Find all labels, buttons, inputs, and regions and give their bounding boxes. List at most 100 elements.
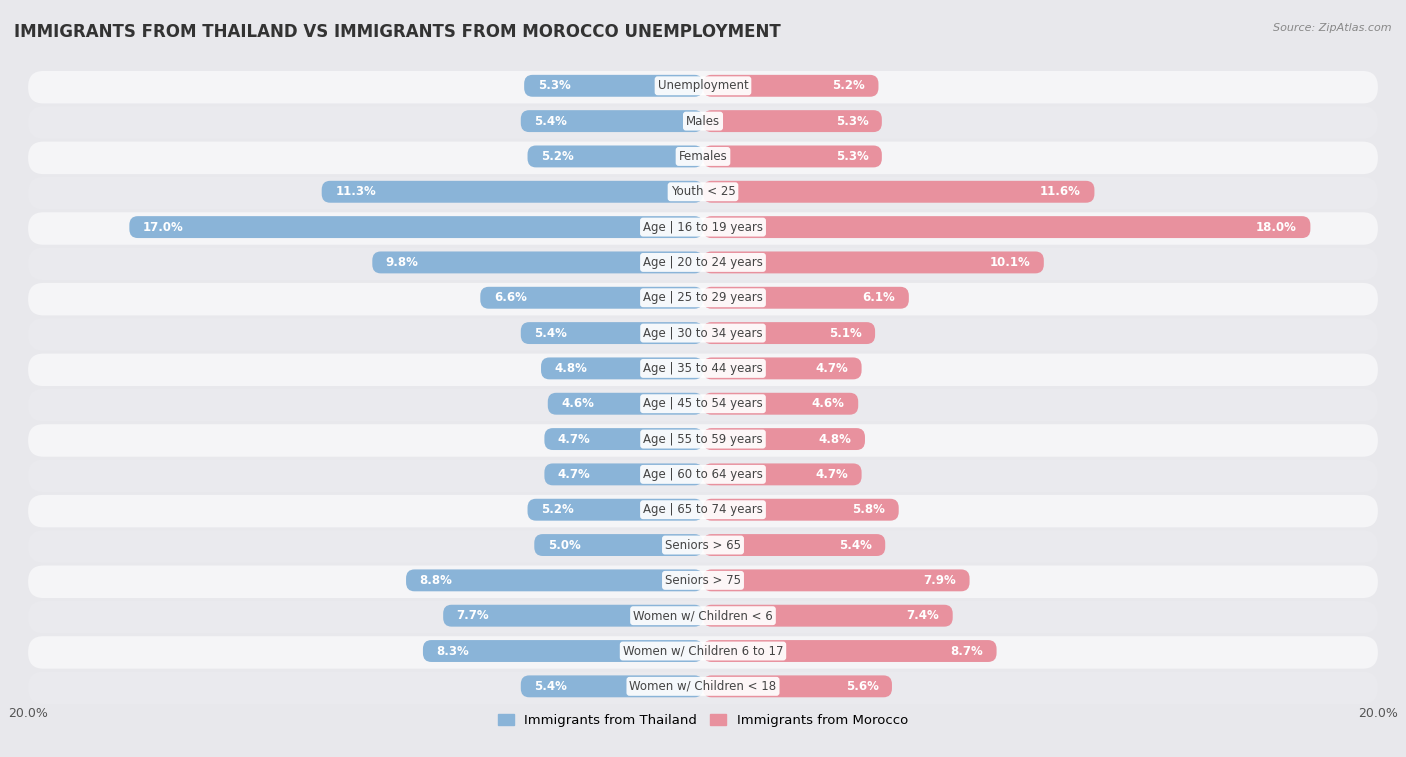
Text: 6.1%: 6.1% bbox=[863, 291, 896, 304]
FancyBboxPatch shape bbox=[28, 495, 1378, 528]
Text: 7.9%: 7.9% bbox=[924, 574, 956, 587]
Text: Age | 35 to 44 years: Age | 35 to 44 years bbox=[643, 362, 763, 375]
FancyBboxPatch shape bbox=[28, 283, 1378, 316]
FancyBboxPatch shape bbox=[28, 71, 1378, 104]
FancyBboxPatch shape bbox=[541, 357, 703, 379]
FancyBboxPatch shape bbox=[703, 534, 886, 556]
FancyBboxPatch shape bbox=[534, 534, 703, 556]
Text: 9.8%: 9.8% bbox=[385, 256, 419, 269]
Text: Unemployment: Unemployment bbox=[658, 79, 748, 92]
Text: 5.4%: 5.4% bbox=[534, 326, 567, 340]
Text: 5.2%: 5.2% bbox=[832, 79, 865, 92]
FancyBboxPatch shape bbox=[703, 569, 970, 591]
Text: 4.6%: 4.6% bbox=[561, 397, 595, 410]
Text: 8.7%: 8.7% bbox=[950, 644, 983, 658]
FancyBboxPatch shape bbox=[28, 530, 1378, 562]
FancyBboxPatch shape bbox=[28, 389, 1378, 422]
FancyBboxPatch shape bbox=[703, 111, 882, 132]
FancyBboxPatch shape bbox=[548, 393, 703, 415]
Text: IMMIGRANTS FROM THAILAND VS IMMIGRANTS FROM MOROCCO UNEMPLOYMENT: IMMIGRANTS FROM THAILAND VS IMMIGRANTS F… bbox=[14, 23, 780, 41]
Text: 7.7%: 7.7% bbox=[457, 609, 489, 622]
Text: 7.4%: 7.4% bbox=[907, 609, 939, 622]
Text: 4.7%: 4.7% bbox=[558, 432, 591, 446]
FancyBboxPatch shape bbox=[527, 499, 703, 521]
FancyBboxPatch shape bbox=[373, 251, 703, 273]
Text: Seniors > 75: Seniors > 75 bbox=[665, 574, 741, 587]
FancyBboxPatch shape bbox=[703, 251, 1043, 273]
Text: Age | 16 to 19 years: Age | 16 to 19 years bbox=[643, 220, 763, 234]
Text: Age | 65 to 74 years: Age | 65 to 74 years bbox=[643, 503, 763, 516]
FancyBboxPatch shape bbox=[129, 217, 703, 238]
FancyBboxPatch shape bbox=[28, 565, 1378, 598]
Text: 5.2%: 5.2% bbox=[541, 150, 574, 163]
Text: 5.3%: 5.3% bbox=[835, 150, 869, 163]
FancyBboxPatch shape bbox=[28, 106, 1378, 139]
FancyBboxPatch shape bbox=[28, 601, 1378, 634]
Text: Women w/ Children < 6: Women w/ Children < 6 bbox=[633, 609, 773, 622]
Text: Age | 55 to 59 years: Age | 55 to 59 years bbox=[643, 432, 763, 446]
Legend: Immigrants from Thailand, Immigrants from Morocco: Immigrants from Thailand, Immigrants fro… bbox=[492, 709, 914, 732]
Text: Women w/ Children 6 to 17: Women w/ Children 6 to 17 bbox=[623, 644, 783, 658]
Text: 4.8%: 4.8% bbox=[818, 432, 852, 446]
Text: Age | 45 to 54 years: Age | 45 to 54 years bbox=[643, 397, 763, 410]
Text: 8.3%: 8.3% bbox=[436, 644, 470, 658]
Text: 5.8%: 5.8% bbox=[852, 503, 886, 516]
FancyBboxPatch shape bbox=[703, 428, 865, 450]
Text: 4.7%: 4.7% bbox=[815, 362, 848, 375]
FancyBboxPatch shape bbox=[28, 177, 1378, 210]
FancyBboxPatch shape bbox=[28, 459, 1378, 492]
FancyBboxPatch shape bbox=[28, 671, 1378, 704]
Text: Age | 60 to 64 years: Age | 60 to 64 years bbox=[643, 468, 763, 481]
FancyBboxPatch shape bbox=[527, 145, 703, 167]
Text: Youth < 25: Youth < 25 bbox=[671, 185, 735, 198]
Text: 5.4%: 5.4% bbox=[534, 114, 567, 128]
Text: 5.0%: 5.0% bbox=[548, 538, 581, 552]
FancyBboxPatch shape bbox=[28, 212, 1378, 245]
FancyBboxPatch shape bbox=[544, 428, 703, 450]
Text: Males: Males bbox=[686, 114, 720, 128]
FancyBboxPatch shape bbox=[406, 569, 703, 591]
FancyBboxPatch shape bbox=[703, 75, 879, 97]
Text: 4.7%: 4.7% bbox=[558, 468, 591, 481]
FancyBboxPatch shape bbox=[703, 217, 1310, 238]
Text: 5.2%: 5.2% bbox=[541, 503, 574, 516]
Text: 6.6%: 6.6% bbox=[494, 291, 527, 304]
FancyBboxPatch shape bbox=[28, 636, 1378, 668]
FancyBboxPatch shape bbox=[423, 640, 703, 662]
Text: 10.1%: 10.1% bbox=[990, 256, 1031, 269]
Text: 4.6%: 4.6% bbox=[811, 397, 845, 410]
Text: Women w/ Children < 18: Women w/ Children < 18 bbox=[630, 680, 776, 693]
Text: 8.8%: 8.8% bbox=[419, 574, 453, 587]
FancyBboxPatch shape bbox=[703, 640, 997, 662]
FancyBboxPatch shape bbox=[28, 318, 1378, 350]
Text: Source: ZipAtlas.com: Source: ZipAtlas.com bbox=[1274, 23, 1392, 33]
FancyBboxPatch shape bbox=[703, 605, 953, 627]
Text: 11.3%: 11.3% bbox=[335, 185, 375, 198]
Text: 5.4%: 5.4% bbox=[534, 680, 567, 693]
FancyBboxPatch shape bbox=[520, 675, 703, 697]
Text: 4.8%: 4.8% bbox=[554, 362, 588, 375]
FancyBboxPatch shape bbox=[703, 463, 862, 485]
FancyBboxPatch shape bbox=[544, 463, 703, 485]
Text: 5.4%: 5.4% bbox=[839, 538, 872, 552]
FancyBboxPatch shape bbox=[322, 181, 703, 203]
Text: Age | 30 to 34 years: Age | 30 to 34 years bbox=[643, 326, 763, 340]
Text: 5.1%: 5.1% bbox=[830, 326, 862, 340]
Text: Age | 25 to 29 years: Age | 25 to 29 years bbox=[643, 291, 763, 304]
Text: 5.3%: 5.3% bbox=[537, 79, 571, 92]
FancyBboxPatch shape bbox=[481, 287, 703, 309]
FancyBboxPatch shape bbox=[520, 322, 703, 344]
FancyBboxPatch shape bbox=[443, 605, 703, 627]
Text: Females: Females bbox=[679, 150, 727, 163]
Text: 5.3%: 5.3% bbox=[835, 114, 869, 128]
FancyBboxPatch shape bbox=[28, 354, 1378, 386]
FancyBboxPatch shape bbox=[28, 424, 1378, 456]
Text: 17.0%: 17.0% bbox=[143, 220, 184, 234]
FancyBboxPatch shape bbox=[703, 357, 862, 379]
FancyBboxPatch shape bbox=[28, 248, 1378, 280]
Text: Seniors > 65: Seniors > 65 bbox=[665, 538, 741, 552]
Text: 4.7%: 4.7% bbox=[815, 468, 848, 481]
FancyBboxPatch shape bbox=[703, 675, 891, 697]
Text: 11.6%: 11.6% bbox=[1040, 185, 1081, 198]
FancyBboxPatch shape bbox=[703, 499, 898, 521]
